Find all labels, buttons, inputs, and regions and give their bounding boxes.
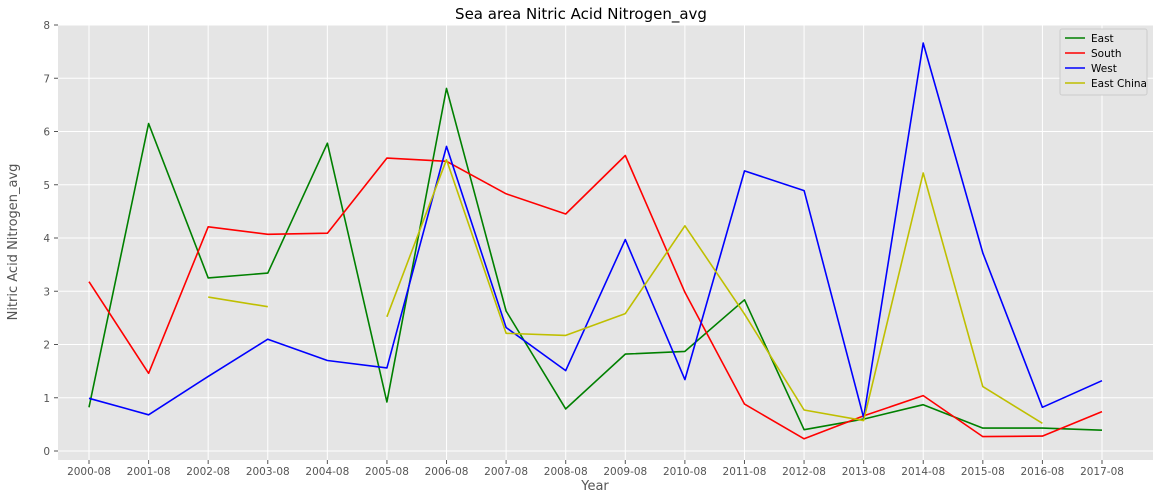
x-tick-label: 2015-08 [961, 466, 1005, 478]
y-tick-label: 7 [43, 73, 50, 85]
chart-title: Sea area Nitric Acid Nitrogen_avg [455, 5, 707, 24]
x-tick-label: 2014-08 [901, 466, 945, 478]
x-tick-label: 2007-08 [484, 466, 528, 478]
y-axis-ticks: 0 1 2 3 4 5 6 7 8 [43, 20, 58, 458]
y-tick-label: 2 [43, 340, 50, 352]
series-line-west [88, 42, 1103, 419]
plot-background [58, 25, 1153, 460]
x-tick-label: 2017-08 [1080, 466, 1124, 478]
x-tick-label: 2004-08 [305, 466, 349, 478]
legend: East South West East China [1059, 28, 1148, 96]
x-axis-label: Year [580, 479, 609, 494]
y-tick-label: 8 [43, 20, 50, 32]
x-tick-label: 2010-08 [663, 466, 707, 478]
legend-box [1059, 28, 1148, 96]
grid-lines [58, 24, 1153, 460]
x-tick-label: 2012-08 [782, 466, 826, 478]
y-tick-label: 6 [43, 127, 50, 139]
series-line-east [88, 87, 1103, 431]
series-lines [88, 42, 1103, 440]
legend-label-east: East [1091, 33, 1114, 45]
series-line-south [88, 154, 1103, 440]
legend-label-south: South [1091, 48, 1122, 60]
x-tick-label: 2001-08 [127, 466, 171, 478]
x-tick-label: 2013-08 [842, 466, 886, 478]
x-tick-label: 2000-08 [67, 466, 111, 478]
legend-label-east-china: East China [1091, 78, 1147, 90]
x-tick-label: 2006-08 [425, 466, 469, 478]
x-axis-ticks: 2000-08 2001-08 2002-08 2003-08 2004-08 2005-… [67, 460, 1124, 478]
x-tick-label: 2002-08 [186, 466, 230, 478]
x-tick-label: 2005-08 [365, 466, 409, 478]
x-tick-label: 2016-08 [1020, 466, 1064, 478]
y-tick-label: 5 [43, 180, 50, 192]
y-tick-label: 4 [43, 233, 50, 245]
x-tick-label: 2008-08 [544, 466, 588, 478]
x-tick-label: 2011-08 [723, 466, 767, 478]
x-tick-label: 2003-08 [246, 466, 290, 478]
x-tick-label: 2009-08 [603, 466, 647, 478]
y-axis-label: Nitric Acid Nitrogen_avg [6, 164, 21, 321]
y-tick-label: 3 [43, 286, 50, 298]
series-line-east-china [208, 158, 1043, 424]
legend-label-west: West [1091, 63, 1117, 75]
y-tick-label: 1 [43, 393, 50, 405]
y-tick-label: 0 [43, 446, 50, 458]
